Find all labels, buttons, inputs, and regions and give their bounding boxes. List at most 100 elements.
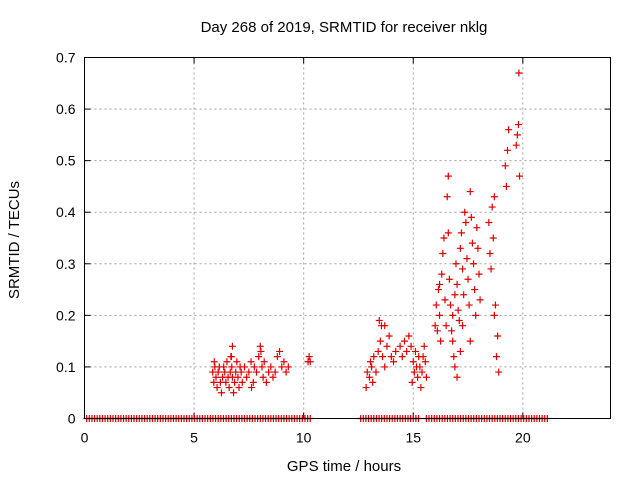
x-axis-title: GPS time / hours <box>287 458 401 475</box>
data-point <box>222 378 230 386</box>
y-tick-label: 0 <box>68 411 76 427</box>
data-point <box>233 358 241 366</box>
data-point <box>464 275 472 283</box>
y-tick-label: 0.3 <box>56 256 76 272</box>
data-point <box>376 337 384 345</box>
data-point <box>247 358 255 366</box>
data-point <box>280 358 288 366</box>
data-point <box>454 306 462 314</box>
data-point <box>271 368 279 376</box>
data-point <box>460 291 468 299</box>
data-point <box>476 296 484 304</box>
data-point <box>470 260 478 268</box>
data-point <box>436 311 444 319</box>
data-point <box>456 244 464 252</box>
data-point <box>433 327 441 335</box>
data-point <box>368 363 376 371</box>
data-point <box>422 373 430 381</box>
data-point <box>305 353 313 361</box>
data-point <box>486 249 494 257</box>
data-point <box>436 280 444 288</box>
data-point <box>440 234 448 242</box>
data-point <box>273 353 281 361</box>
x-tick-label: 15 <box>405 430 421 446</box>
y-tick-label: 0.5 <box>56 153 76 169</box>
y-tick-label: 0.6 <box>56 101 76 117</box>
data-point <box>512 141 520 149</box>
data-point <box>456 347 464 355</box>
data-point <box>210 378 218 386</box>
data-point <box>501 162 509 170</box>
data-point <box>420 342 428 350</box>
data-point <box>231 378 239 386</box>
data-point <box>230 389 238 397</box>
data-point <box>473 224 481 232</box>
data-point <box>238 378 246 386</box>
data-point <box>485 219 493 227</box>
data-point <box>220 363 228 371</box>
data-point <box>269 373 277 381</box>
data-point <box>462 219 470 227</box>
data-point <box>451 363 459 371</box>
data-point <box>256 342 264 350</box>
data-point <box>383 342 391 350</box>
data-point <box>370 353 378 361</box>
data-point <box>392 347 400 355</box>
data-point <box>465 301 473 309</box>
data-point <box>367 358 375 366</box>
data-point <box>228 342 236 350</box>
data-point <box>278 363 286 371</box>
data-point <box>249 378 257 386</box>
data-point <box>505 126 513 134</box>
data-point <box>449 337 457 345</box>
data-point <box>466 337 474 345</box>
data-point <box>379 353 387 361</box>
data-point <box>259 373 267 381</box>
data-point <box>381 322 389 330</box>
data-point <box>503 146 511 154</box>
data-point <box>235 384 243 392</box>
data-point <box>253 368 261 376</box>
data-point <box>414 373 422 381</box>
data-point <box>228 363 236 371</box>
data-point <box>260 358 268 366</box>
data-point <box>257 347 265 355</box>
data-point <box>488 203 496 211</box>
data-point <box>457 229 465 237</box>
data-point <box>419 353 427 361</box>
data-points <box>83 69 551 422</box>
data-point <box>398 353 406 361</box>
data-point <box>237 368 245 376</box>
x-tick-label: 10 <box>296 430 312 446</box>
data-point <box>459 265 467 273</box>
data-point <box>439 249 447 257</box>
data-point <box>240 363 248 371</box>
data-point <box>403 347 411 355</box>
data-point <box>411 347 419 355</box>
data-point <box>421 358 429 366</box>
data-point <box>495 368 503 376</box>
data-point <box>489 234 497 242</box>
data-point <box>448 327 456 335</box>
data-point <box>306 358 314 366</box>
data-point <box>432 301 440 309</box>
data-point <box>234 373 242 381</box>
data-point <box>223 358 231 366</box>
data-point <box>490 311 498 319</box>
data-point <box>455 317 463 325</box>
data-point <box>210 358 218 366</box>
data-point <box>442 322 450 330</box>
data-point <box>217 389 225 397</box>
data-point <box>490 193 498 201</box>
data-point <box>410 368 418 376</box>
data-point <box>453 280 461 288</box>
data-point <box>513 131 521 139</box>
data-point <box>381 363 389 371</box>
data-point <box>472 311 480 319</box>
data-point <box>248 384 256 392</box>
y-tick-label: 0.7 <box>56 50 76 66</box>
y-tick-label: 0.2 <box>56 307 76 323</box>
data-point <box>245 368 253 376</box>
data-point <box>407 342 415 350</box>
data-point <box>385 332 393 340</box>
